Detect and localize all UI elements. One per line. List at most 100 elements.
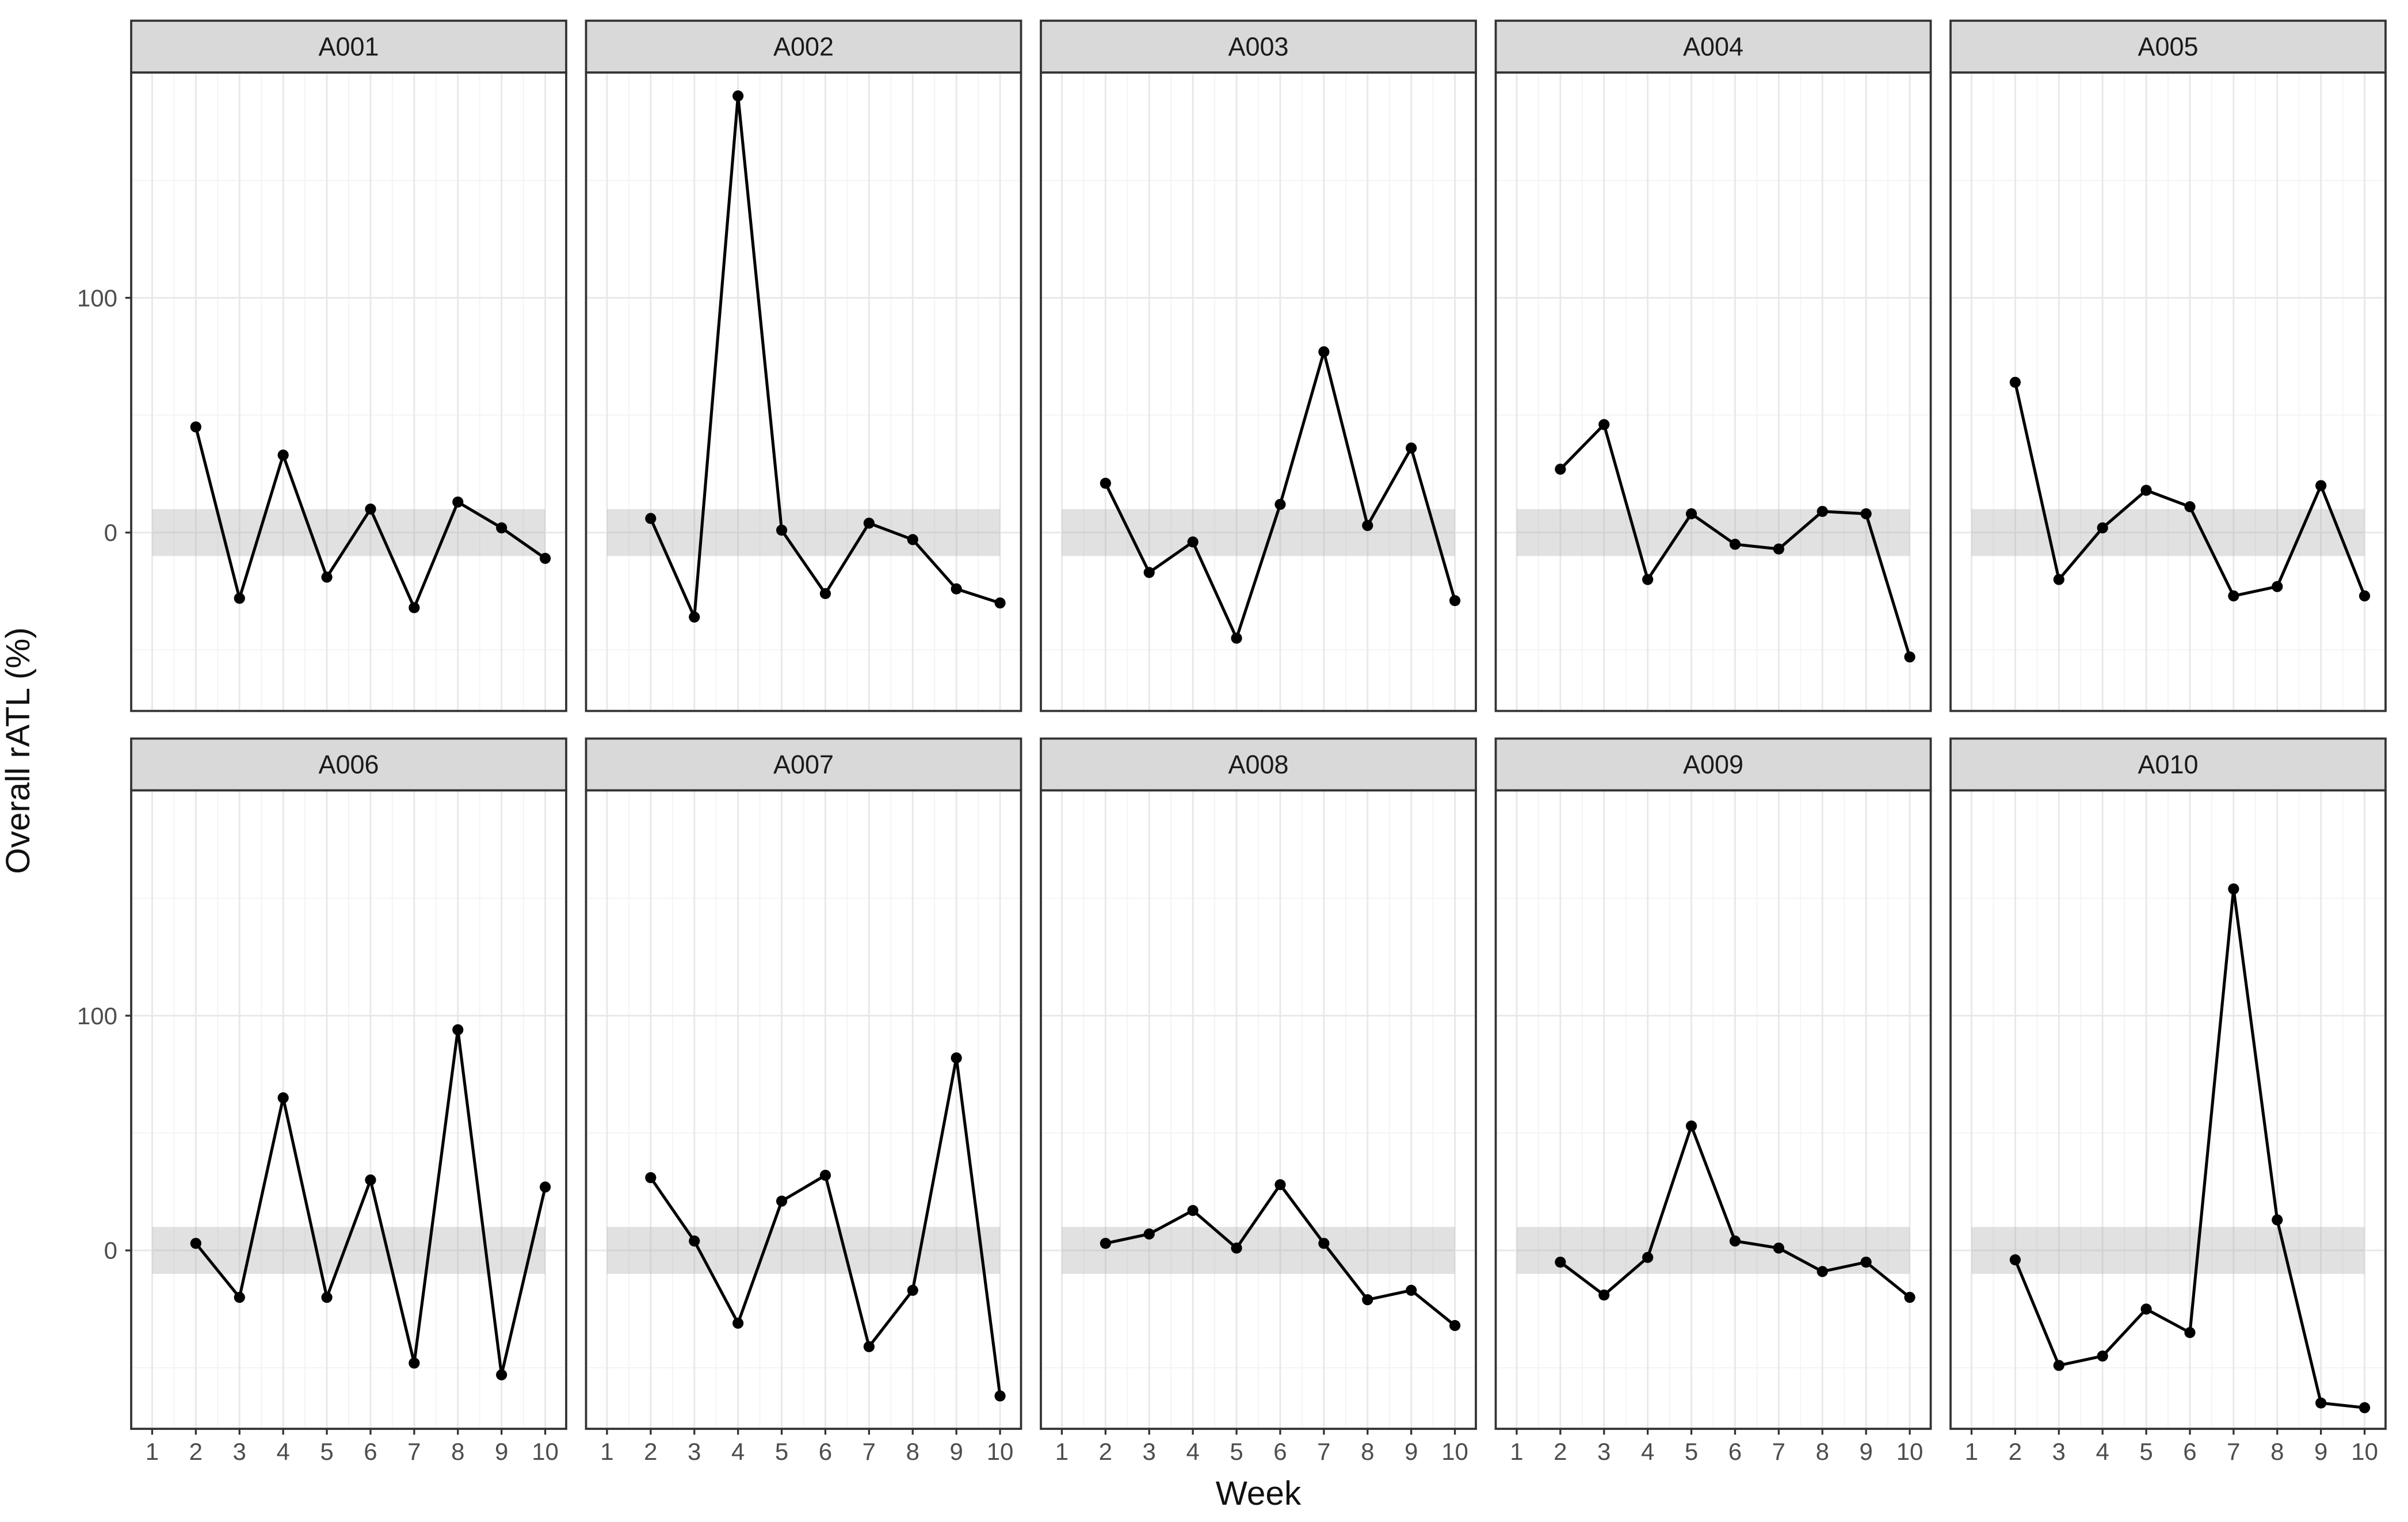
data-point bbox=[689, 611, 700, 623]
x-axis-title: Week bbox=[1216, 1475, 1302, 1512]
data-point bbox=[1318, 346, 1330, 357]
data-point bbox=[1904, 651, 1915, 663]
x-axis-tick-label: 2 bbox=[1099, 1438, 1112, 1465]
data-point bbox=[1231, 1242, 1242, 1254]
data-point bbox=[1598, 1289, 1610, 1301]
data-point bbox=[907, 1284, 918, 1296]
data-point bbox=[951, 583, 962, 595]
facet-strip-label: A001 bbox=[318, 32, 379, 62]
data-point bbox=[1362, 520, 1373, 531]
data-point bbox=[1231, 632, 1242, 644]
reference-band bbox=[1062, 509, 1455, 556]
y-axis-tick-label: 100 bbox=[77, 1002, 117, 1029]
facet-strip bbox=[1949, 737, 2387, 792]
data-point bbox=[1817, 1266, 1828, 1277]
x-axis-tick-label: 5 bbox=[320, 1438, 333, 1465]
x-axis-tick-label: 6 bbox=[819, 1438, 832, 1465]
data-point bbox=[321, 1292, 333, 1303]
data-point bbox=[819, 588, 831, 600]
data-point bbox=[190, 421, 201, 433]
data-point bbox=[1685, 508, 1697, 520]
data-point bbox=[1729, 1235, 1741, 1247]
reference-band bbox=[1516, 509, 1910, 556]
x-axis-tick-label: 2 bbox=[189, 1438, 203, 1465]
data-point bbox=[1642, 574, 1654, 585]
x-axis-tick-label: 8 bbox=[451, 1438, 464, 1465]
data-point bbox=[321, 571, 333, 583]
facet-strip bbox=[585, 737, 1022, 792]
data-point bbox=[365, 503, 376, 515]
data-point bbox=[819, 1169, 831, 1181]
data-point bbox=[1362, 1294, 1373, 1306]
x-axis-tick-label: 5 bbox=[1230, 1438, 1243, 1465]
x-axis-tick-label: 9 bbox=[2314, 1438, 2327, 1465]
x-axis-tick-label: 1 bbox=[600, 1438, 613, 1465]
data-point bbox=[1449, 595, 1461, 606]
facet-strip-label: A003 bbox=[1228, 32, 1288, 62]
reference-band bbox=[1062, 1227, 1455, 1274]
data-point bbox=[1274, 498, 1286, 510]
data-point bbox=[2184, 1327, 2196, 1338]
data-point bbox=[2097, 522, 2108, 533]
data-point bbox=[1318, 1238, 1330, 1249]
data-point bbox=[452, 1024, 464, 1036]
facet-strip bbox=[130, 20, 567, 74]
data-point bbox=[1685, 1120, 1697, 1132]
reference-band bbox=[606, 1227, 1001, 1274]
facet-strip bbox=[1040, 737, 1477, 792]
data-point bbox=[1860, 508, 1872, 520]
x-axis-tick-label: 5 bbox=[2139, 1438, 2153, 1465]
x-axis-tick-label: 9 bbox=[949, 1438, 963, 1465]
x-axis-tick-label: 9 bbox=[1405, 1438, 1418, 1465]
data-point bbox=[1729, 539, 1741, 550]
data-point bbox=[732, 90, 744, 102]
x-axis-tick-label: 4 bbox=[1641, 1438, 1654, 1465]
y-axis-tick-label: 100 bbox=[77, 284, 117, 311]
x-axis-tick-label: 7 bbox=[863, 1438, 876, 1465]
x-axis-tick-label: 8 bbox=[906, 1438, 919, 1465]
data-point bbox=[2272, 1214, 2283, 1226]
x-axis-tick-label: 3 bbox=[233, 1438, 246, 1465]
data-point bbox=[496, 522, 507, 533]
data-point bbox=[645, 513, 657, 524]
facet-strip bbox=[1040, 20, 1477, 74]
data-point bbox=[1598, 419, 1610, 430]
x-axis-tick-label: 1 bbox=[1510, 1438, 1523, 1465]
data-point bbox=[1817, 506, 1828, 517]
reference-band bbox=[1971, 509, 2365, 556]
x-axis-tick-label: 9 bbox=[1859, 1438, 1872, 1465]
data-point bbox=[2359, 1402, 2371, 1413]
facet-strip-label: A007 bbox=[773, 750, 834, 779]
data-point bbox=[1274, 1179, 1286, 1191]
x-axis-tick-label: 4 bbox=[2096, 1438, 2109, 1465]
data-point bbox=[994, 597, 1006, 609]
data-point bbox=[409, 1357, 420, 1369]
data-point bbox=[1406, 443, 1417, 454]
data-point bbox=[776, 1195, 788, 1207]
x-axis-tick-label: 7 bbox=[1317, 1438, 1330, 1465]
data-point bbox=[1642, 1252, 1654, 1263]
data-point bbox=[907, 534, 918, 546]
x-axis-tick-label: 1 bbox=[1965, 1438, 1978, 1465]
x-axis-tick-label: 10 bbox=[532, 1438, 559, 1465]
data-point bbox=[2272, 581, 2283, 592]
data-point bbox=[2053, 1360, 2064, 1371]
data-point bbox=[2140, 485, 2152, 496]
data-point bbox=[951, 1052, 962, 1064]
data-point bbox=[2009, 376, 2021, 388]
data-point bbox=[409, 602, 420, 613]
data-point bbox=[732, 1317, 744, 1329]
data-point bbox=[234, 593, 245, 604]
x-axis-tick-label: 2 bbox=[644, 1438, 657, 1465]
data-point bbox=[2097, 1351, 2108, 1362]
facet-strip bbox=[1494, 737, 1932, 792]
facet-strip bbox=[130, 737, 567, 792]
x-axis-tick-label: 4 bbox=[731, 1438, 745, 1465]
x-axis-tick-label: 7 bbox=[1772, 1438, 1785, 1465]
facet-strip-label: A009 bbox=[1683, 750, 1743, 779]
x-axis-tick-label: 10 bbox=[987, 1438, 1014, 1465]
x-axis-tick-label: 4 bbox=[276, 1438, 289, 1465]
data-point bbox=[2140, 1303, 2152, 1315]
